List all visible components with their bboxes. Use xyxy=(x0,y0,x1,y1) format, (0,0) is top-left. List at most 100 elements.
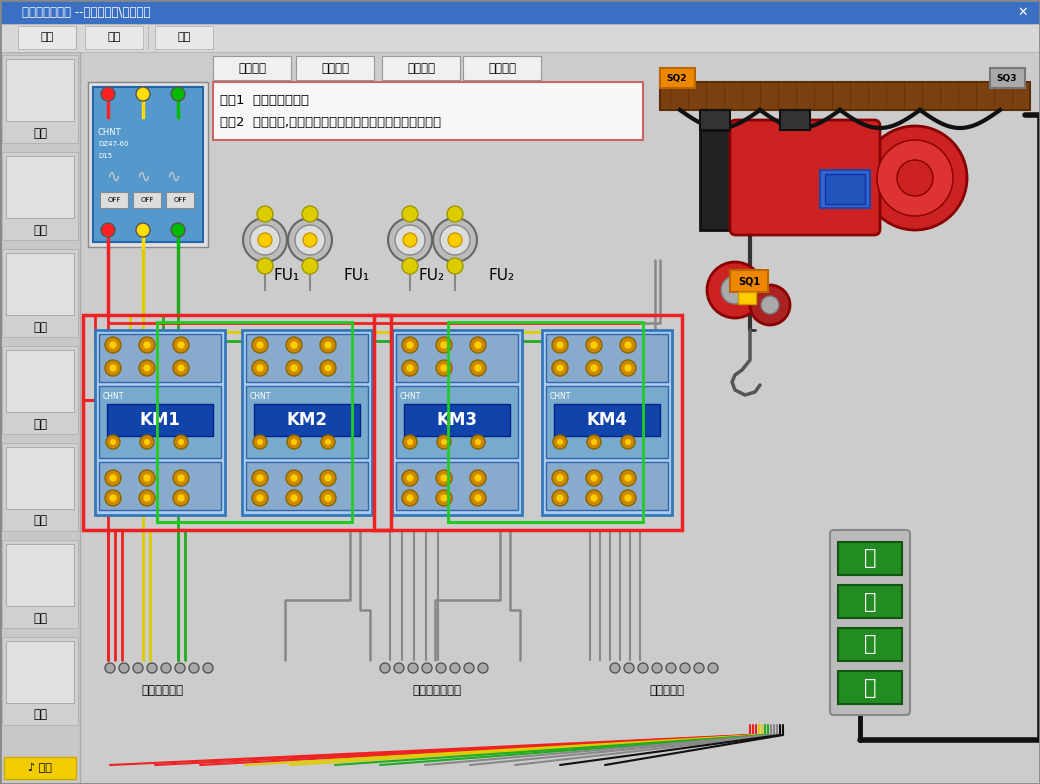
Text: 连线: 连线 xyxy=(33,514,47,528)
FancyBboxPatch shape xyxy=(0,24,1040,52)
FancyBboxPatch shape xyxy=(2,249,78,337)
FancyBboxPatch shape xyxy=(18,26,76,49)
Text: FU₂: FU₂ xyxy=(489,267,515,282)
Circle shape xyxy=(436,663,446,673)
Circle shape xyxy=(440,494,448,502)
Circle shape xyxy=(406,474,414,482)
FancyBboxPatch shape xyxy=(382,56,460,80)
Circle shape xyxy=(109,474,116,482)
FancyBboxPatch shape xyxy=(246,462,368,510)
FancyBboxPatch shape xyxy=(2,637,78,725)
Circle shape xyxy=(257,258,272,274)
Text: KM2: KM2 xyxy=(286,411,328,429)
Circle shape xyxy=(171,223,185,237)
Circle shape xyxy=(177,364,185,372)
Circle shape xyxy=(286,337,302,353)
Circle shape xyxy=(147,663,157,673)
Circle shape xyxy=(321,435,335,449)
Text: 按钮接线端: 按钮接线端 xyxy=(650,684,684,696)
Circle shape xyxy=(171,87,185,101)
Circle shape xyxy=(474,494,482,502)
Text: 右: 右 xyxy=(864,677,877,698)
Text: OFF: OFF xyxy=(140,197,154,203)
Circle shape xyxy=(436,360,452,376)
Text: 故障现象: 故障现象 xyxy=(238,61,266,74)
FancyBboxPatch shape xyxy=(4,757,76,779)
Circle shape xyxy=(173,490,189,506)
Text: 电路: 电路 xyxy=(33,223,47,237)
Circle shape xyxy=(303,233,317,247)
Circle shape xyxy=(552,490,568,506)
Circle shape xyxy=(590,341,598,349)
Circle shape xyxy=(440,341,448,349)
Circle shape xyxy=(253,435,267,449)
Circle shape xyxy=(587,435,601,449)
Text: ∿: ∿ xyxy=(136,168,150,186)
Circle shape xyxy=(203,663,213,673)
Text: KM4: KM4 xyxy=(587,411,627,429)
Circle shape xyxy=(610,663,620,673)
Circle shape xyxy=(402,470,418,486)
Circle shape xyxy=(680,663,690,673)
Circle shape xyxy=(174,435,188,449)
Circle shape xyxy=(302,258,318,274)
Text: 正 立 工 学: 正 立 工 学 xyxy=(265,445,515,514)
FancyBboxPatch shape xyxy=(6,253,74,315)
Circle shape xyxy=(173,360,189,376)
Circle shape xyxy=(620,490,636,506)
FancyBboxPatch shape xyxy=(155,26,213,49)
FancyBboxPatch shape xyxy=(213,56,291,80)
Circle shape xyxy=(441,439,447,445)
Text: 左: 左 xyxy=(864,634,877,655)
Circle shape xyxy=(707,262,763,318)
Circle shape xyxy=(586,337,602,353)
Circle shape xyxy=(287,435,301,449)
Text: 查找故障: 查找故障 xyxy=(407,61,435,74)
FancyBboxPatch shape xyxy=(166,192,194,208)
Circle shape xyxy=(101,87,115,101)
Circle shape xyxy=(621,435,635,449)
Circle shape xyxy=(286,470,302,486)
Text: FU₁: FU₁ xyxy=(344,267,370,282)
Circle shape xyxy=(177,494,185,502)
FancyBboxPatch shape xyxy=(838,671,902,704)
FancyBboxPatch shape xyxy=(738,292,756,304)
Circle shape xyxy=(250,225,280,255)
Circle shape xyxy=(402,490,418,506)
FancyBboxPatch shape xyxy=(660,82,1030,110)
Text: 返回: 返回 xyxy=(107,32,121,42)
FancyBboxPatch shape xyxy=(392,330,522,515)
FancyBboxPatch shape xyxy=(546,386,668,458)
Text: 帮助: 帮助 xyxy=(178,32,190,42)
Circle shape xyxy=(638,663,648,673)
Circle shape xyxy=(252,337,268,353)
Circle shape xyxy=(140,435,154,449)
Text: 行程开关接线端: 行程开关接线端 xyxy=(413,684,462,696)
Circle shape xyxy=(436,337,452,353)
Circle shape xyxy=(258,233,272,247)
Circle shape xyxy=(290,474,298,482)
Circle shape xyxy=(552,360,568,376)
FancyBboxPatch shape xyxy=(95,330,225,515)
FancyBboxPatch shape xyxy=(296,56,374,80)
FancyBboxPatch shape xyxy=(6,156,74,218)
FancyBboxPatch shape xyxy=(838,585,902,618)
FancyBboxPatch shape xyxy=(99,334,222,382)
Circle shape xyxy=(721,276,749,304)
Circle shape xyxy=(761,296,779,314)
Circle shape xyxy=(256,341,264,349)
Circle shape xyxy=(590,364,598,372)
Text: 步骤1  合上电源开关。: 步骤1 合上电源开关。 xyxy=(220,93,309,107)
Text: DZ47-60: DZ47-60 xyxy=(98,141,129,147)
Circle shape xyxy=(556,494,564,502)
Text: FU₁: FU₁ xyxy=(274,267,301,282)
Circle shape xyxy=(470,490,486,506)
Circle shape xyxy=(877,140,953,216)
Circle shape xyxy=(139,337,155,353)
Circle shape xyxy=(324,341,332,349)
Circle shape xyxy=(407,439,413,445)
FancyBboxPatch shape xyxy=(2,346,78,434)
FancyBboxPatch shape xyxy=(546,334,668,382)
Circle shape xyxy=(290,341,298,349)
Text: 布局: 布局 xyxy=(33,418,47,430)
